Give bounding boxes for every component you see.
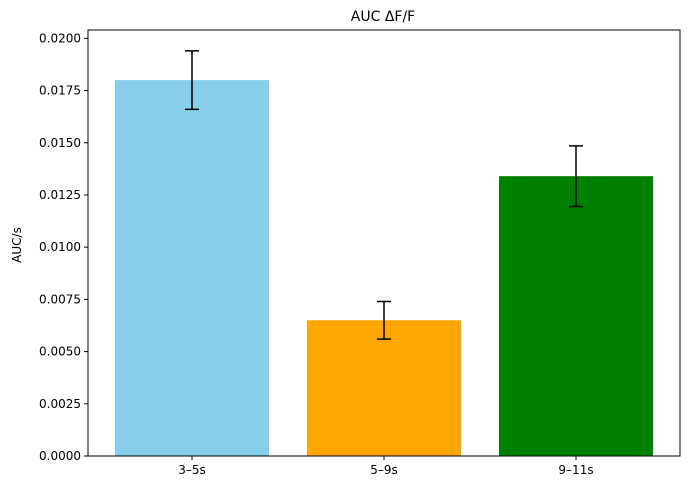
y-tick-label: 0.0125 xyxy=(39,188,81,202)
y-tick-label: 0.0100 xyxy=(39,240,81,254)
y-tick-label: 0.0150 xyxy=(39,136,81,150)
x-tick-label: 9–11s xyxy=(558,463,593,477)
y-axis-label: AUC/s xyxy=(10,227,24,263)
y-tick-label: 0.0000 xyxy=(39,449,81,463)
y-tick-label: 0.0200 xyxy=(39,31,81,45)
y-tick-label: 0.0175 xyxy=(39,84,81,98)
bar xyxy=(307,320,461,456)
plot-area: 0.0000 0.0025 0.0050 0.0075 0.0100 0.0125 0.01… xyxy=(39,29,681,477)
x-tick-label: 5–9s xyxy=(370,463,398,477)
chart-title: AUC ΔF/F xyxy=(351,9,415,25)
y-tick-label: 0.0025 xyxy=(39,397,81,411)
bar xyxy=(115,80,269,456)
bar xyxy=(499,176,653,457)
y-tick-label: 0.0050 xyxy=(39,345,81,359)
x-tick-label: 3–5s xyxy=(178,463,206,477)
y-tick-label: 0.0075 xyxy=(39,292,81,306)
